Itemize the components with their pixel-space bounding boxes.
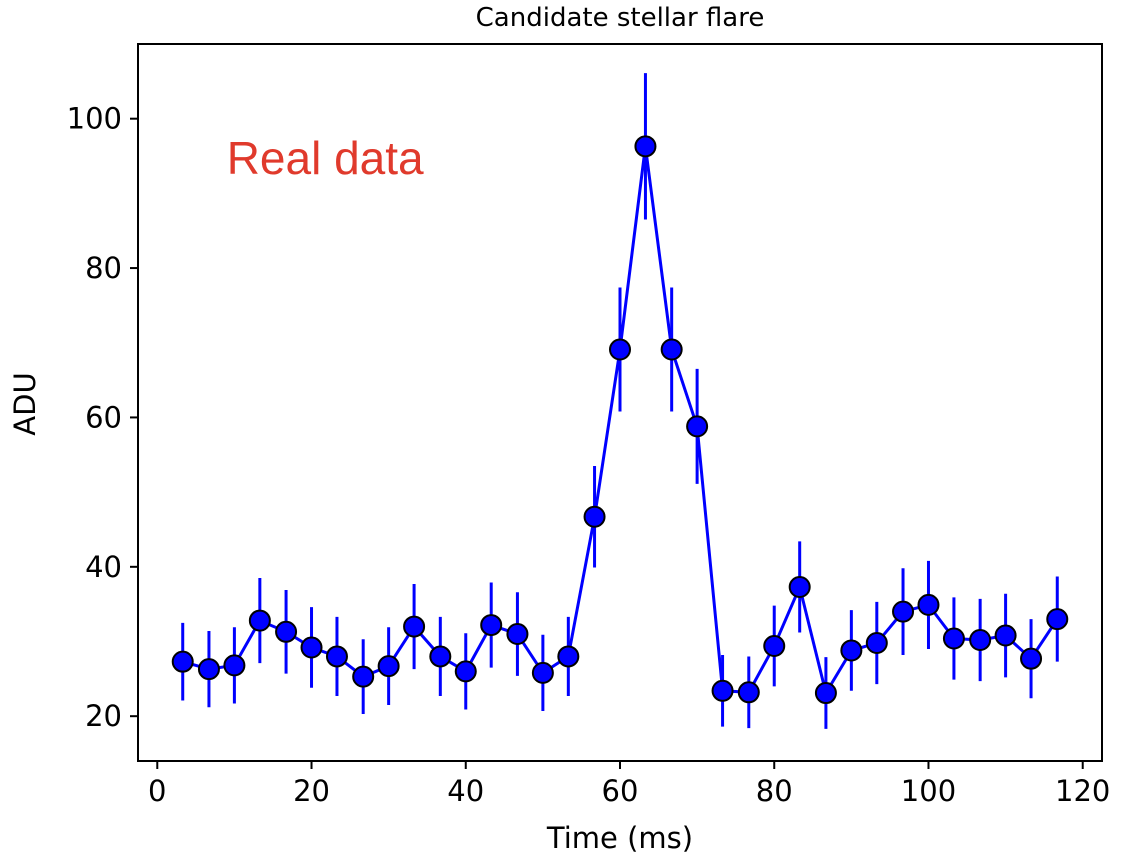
data-point bbox=[711, 679, 734, 702]
data-point bbox=[531, 661, 554, 684]
x-tick-label: 60 bbox=[602, 774, 639, 808]
data-point bbox=[609, 338, 631, 361]
data-point bbox=[248, 609, 271, 632]
x-axis-label: Time (ms) bbox=[546, 821, 693, 855]
data-point bbox=[197, 658, 220, 681]
real-data-annotation: Real data bbox=[227, 132, 424, 184]
x-tick-label: 0 bbox=[148, 774, 166, 808]
chart-title: Candidate stellar flare bbox=[476, 3, 765, 33]
data-point bbox=[969, 629, 992, 652]
data-point bbox=[634, 135, 657, 158]
data-point bbox=[171, 650, 194, 673]
x-tick-label: 80 bbox=[756, 774, 793, 808]
data-point bbox=[352, 665, 375, 688]
data-point bbox=[557, 645, 580, 668]
y-tick-label: 40 bbox=[85, 550, 122, 584]
data-point bbox=[686, 415, 709, 438]
x-tick-label: 20 bbox=[293, 774, 330, 808]
data-point bbox=[454, 660, 477, 683]
data-point bbox=[300, 636, 323, 659]
data-point bbox=[840, 639, 863, 662]
data-point bbox=[403, 615, 426, 638]
x-axis-ticks: 0 20 40 60 80 100 120 bbox=[148, 761, 1110, 808]
x-tick-label: 120 bbox=[1055, 774, 1110, 808]
data-point bbox=[865, 631, 888, 654]
data-point bbox=[892, 600, 915, 623]
y-tick-label: 20 bbox=[85, 699, 122, 733]
data-point bbox=[1020, 647, 1043, 670]
y-tick-label: 80 bbox=[85, 251, 122, 285]
data-point bbox=[506, 623, 529, 646]
data-point bbox=[223, 654, 246, 677]
data-point bbox=[1046, 608, 1069, 631]
data-point bbox=[737, 681, 760, 704]
y-tick-label: 60 bbox=[85, 400, 122, 434]
data-point bbox=[325, 645, 348, 668]
data-point bbox=[942, 627, 965, 650]
data-point bbox=[917, 593, 940, 616]
data-point bbox=[763, 634, 786, 657]
data-point bbox=[429, 645, 452, 668]
data-point bbox=[480, 614, 503, 637]
data-point bbox=[814, 682, 837, 705]
x-tick-label: 100 bbox=[901, 774, 956, 808]
data-point bbox=[275, 620, 298, 643]
data-point bbox=[583, 505, 606, 528]
data-point bbox=[660, 338, 683, 361]
data-point bbox=[377, 655, 400, 678]
data-point bbox=[788, 575, 811, 598]
marks-layer bbox=[171, 73, 1069, 729]
y-tick-label: 100 bbox=[67, 102, 122, 136]
y-axis-label: ADU bbox=[8, 372, 42, 435]
y-axis-ticks: 20 40 60 80 100 bbox=[67, 102, 138, 733]
data-point bbox=[994, 624, 1017, 647]
x-tick-label: 40 bbox=[447, 774, 484, 808]
